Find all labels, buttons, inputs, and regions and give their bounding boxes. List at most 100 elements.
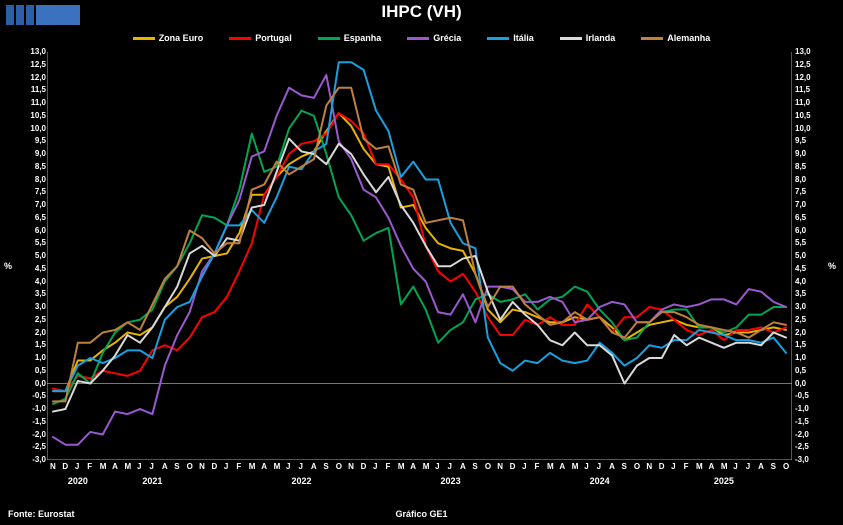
y-tick-label: 2,5 [795,314,807,324]
x-tick-month: A [410,462,417,471]
y-tick-label: 2,0 [795,327,807,337]
legend-label: Espanha [343,33,382,43]
x-tick-month: J [522,462,527,471]
x-tick-month: M [422,462,430,471]
y-tick-label: 9,0 [795,149,807,158]
y-tick-label: 6,0 [795,225,807,235]
y-tick-label: -1,0 [32,404,46,413]
x-tick-year: 2025 [713,476,734,486]
x-tick-month: S [621,462,627,471]
y-tick-label: 6,5 [795,212,807,222]
y-tick-label: 7,0 [795,200,807,209]
y-tick-label: 0,5 [795,365,807,375]
x-tick-month: F [683,462,689,471]
y-tick-label: 2,5 [34,314,46,324]
legend-label: Zona Euro [158,33,204,43]
legend-swatch-1 [229,36,252,40]
x-tick-year: 2021 [142,476,163,486]
y-tick-label: 9,5 [795,136,807,146]
y-axis-right: 13,0 12,5 12,0 11,5 11,0 10,5 10,0 9,5 9,0 8,5 8,0… [793,47,827,468]
x-tick-month: S [472,462,478,471]
legend-swatch-2 [317,36,340,40]
y-tick-label: 11,5 [795,85,811,95]
series-line-6 [52,86,787,403]
y-tick-label: 1,0 [795,353,807,362]
x-tick-month: A [112,462,118,471]
x-tick-month: S [174,462,180,471]
x-tick-month: A [261,462,267,471]
x-tick-month: M [99,462,107,471]
legend-item: Itália [487,33,534,43]
y-tick-label: -2,0 [795,429,809,439]
chart-legend: Zona Euro Portugal Espanha Grécia Itália Irla… [0,33,843,43]
x-tick-month: A [459,462,466,471]
y-tick-label: 8,0 [795,174,807,184]
x-tick-month: A [310,462,317,471]
x-tick-month: M [248,462,256,471]
x-tick-year: 2022 [291,476,312,486]
x-tick-month: M [696,462,703,471]
y-tick-label: 0,0 [34,378,46,388]
x-tick-month: F [534,462,540,471]
x-tick-month: M [571,462,579,471]
x-tick-month: A [708,462,715,471]
y-tick-label: 8,5 [795,161,807,171]
x-tick-month: J [149,462,154,471]
y-tick-label: 5,0 [34,251,46,260]
x-tick-month: N [646,462,653,471]
y-tick-label: 0,0 [795,378,807,388]
x-tick-month: J [745,462,751,471]
x-tick-month: J [435,462,440,471]
x-tick-month: F [385,462,391,471]
x-tick-month: A [758,462,764,471]
x-tick-month: M [124,462,132,471]
y-tick-label: 1,0 [34,353,46,362]
y-tick-label: 3,5 [34,289,46,299]
x-tick-month: D [211,462,218,471]
x-tick-month: M [273,462,281,471]
x-tick-month: M [397,462,405,471]
y-tick-label: -0,5 [795,391,809,401]
x-tick-month: O [783,462,790,471]
y-tick-label: 1,5 [34,340,46,350]
y-axis-left-label: % [4,261,13,271]
y-tick-label: 2,0 [34,327,46,337]
y-tick-label: 7,5 [795,187,807,197]
legend-item: Portugal [229,33,292,43]
legend-label: Irlanda [585,33,616,43]
y-tick-label: 4,0 [795,276,807,286]
x-tick-month: N [497,462,504,471]
y-tick-label: 5,0 [795,251,807,260]
legend-label: Alemanha [667,33,711,43]
y-tick-label: 1,5 [795,340,807,350]
y-tick-label: 6,0 [34,225,46,235]
x-tick-month: O [484,462,492,471]
series-line-0 [52,112,787,393]
y-tick-label: -3,0 [32,455,46,464]
y-axis-right-label: % [828,261,837,271]
x-tick-month: M [720,462,728,471]
y-tick-label: 10,5 [795,110,811,120]
x-tick-month: J [298,462,303,471]
legend-label: Itália [513,33,534,43]
x-tick-month: A [559,462,566,471]
y-tick-label: 12,0 [795,72,811,82]
x-tick-month: O [186,462,193,471]
series-line-4 [52,61,787,393]
y-tick-label: -2,5 [32,442,46,452]
y-tick-label: -3,0 [795,455,809,464]
y-tick-label: 4,0 [34,276,46,286]
series-line-3 [52,73,787,446]
legend-item: Espanha [317,33,382,43]
x-axis-year-labels: 2020 2021 2022 2023 2024 2025 [47,476,792,492]
y-tick-label: 7,5 [34,187,46,197]
y-tick-label: 13,0 [30,47,46,56]
legend-swatch-3 [407,36,430,40]
x-tick-month: J [74,462,80,471]
y-tick-label: 9,0 [34,149,46,158]
legend-label: Portugal [255,33,292,43]
y-tick-label: 8,5 [34,161,46,171]
x-tick-month: J [223,462,229,471]
x-tick-month: F [87,462,93,471]
